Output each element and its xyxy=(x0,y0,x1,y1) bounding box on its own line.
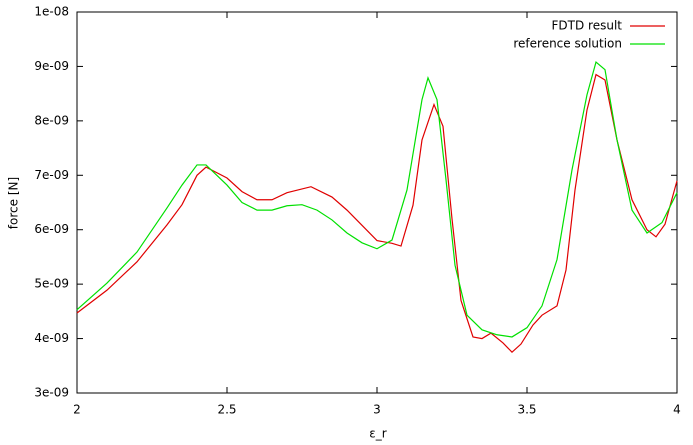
y-tick-label: 6e-09 xyxy=(34,222,69,236)
series-line xyxy=(76,73,678,354)
y-tick-label: 3e-09 xyxy=(34,386,69,400)
y-tick-label: 9e-09 xyxy=(34,59,69,73)
x-axis-label: ε_r xyxy=(369,427,386,441)
plot-frame xyxy=(76,11,678,394)
y-tick-label: 4e-09 xyxy=(34,331,69,345)
legend-label: reference solution xyxy=(513,37,622,51)
x-tick-label: 4 xyxy=(673,403,681,417)
x-tick-label: 3.5 xyxy=(517,403,536,417)
x-tick-label: 3 xyxy=(373,403,381,417)
x-tick-label: 2.5 xyxy=(217,403,236,417)
y-tick-label: 7e-09 xyxy=(34,168,69,182)
y-tick-label: 5e-09 xyxy=(34,277,69,291)
y-tick-label: 1e-08 xyxy=(34,5,69,19)
x-tick-label: 2 xyxy=(73,403,81,417)
y-tick-label: 8e-09 xyxy=(34,113,69,127)
y-axis-label: force [N] xyxy=(7,177,21,229)
series-line xyxy=(76,61,678,338)
legend-label: FDTD result xyxy=(552,19,623,33)
